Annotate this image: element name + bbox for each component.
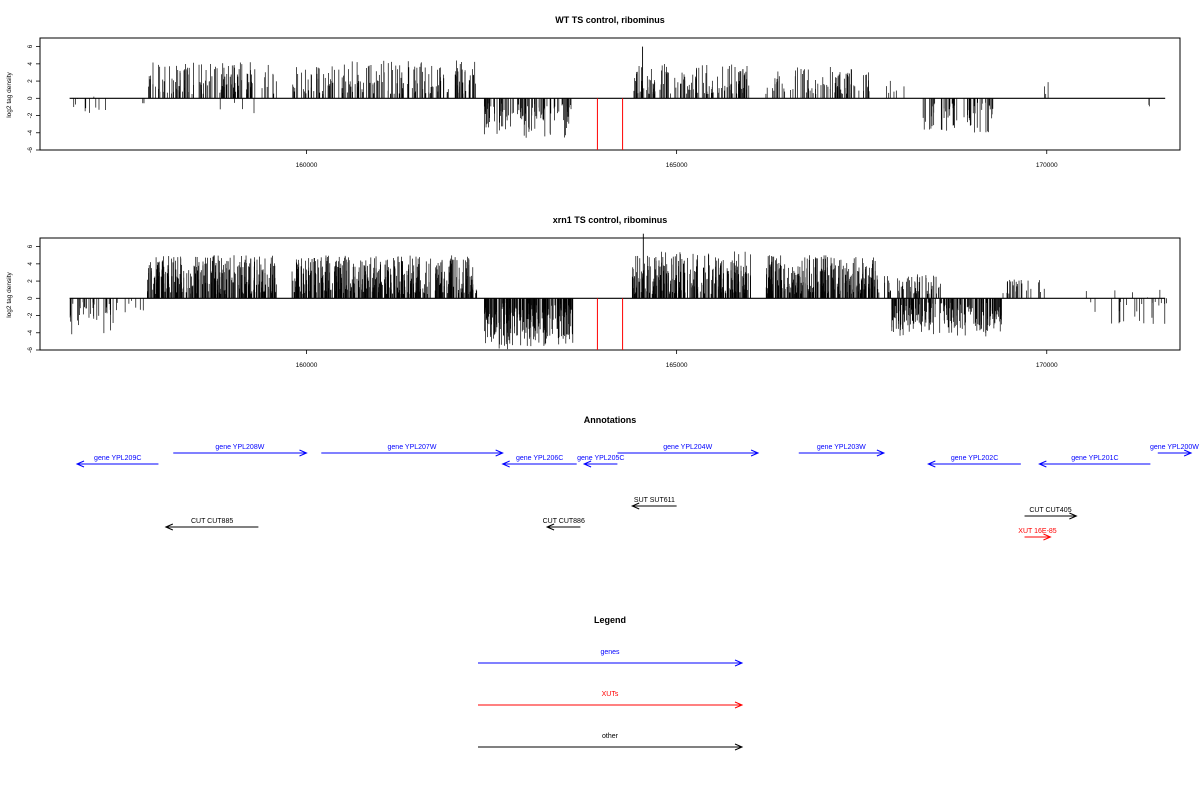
annotation-feature: SUT SUT611 [630,497,677,510]
legend-arrow-head [734,659,744,667]
annotation-feature: gene YPL200W [1150,444,1199,457]
legend-arrow-head [734,701,744,709]
y-tick-label: 4 [27,62,34,66]
annotation-feature: gene YPL201C [1038,455,1151,468]
annotation-feature: gene YPL207W [321,444,504,457]
feature-label: gene YPL203W [817,444,866,451]
annotation-feature: CUT CUT405 [1024,507,1078,520]
legend-entry: other [478,733,744,751]
feature-arrow-head [1043,533,1052,541]
x-tick-label: 160000 [296,362,318,369]
legend-label: genes [600,649,620,656]
feature-label: gene YPL205C [577,455,624,462]
plot-frame [39,237,1181,351]
feature-arrow-head [1038,460,1047,468]
feature-arrow-head [545,523,555,531]
wt-panel: WT TS control, ribominus log2 tag densit… [6,15,1181,169]
legend-panel: Legend genes XUTs other [478,615,744,751]
legend-entry: XUTs [478,691,744,709]
wt-title: WT TS control, ribominus [555,15,665,25]
y-tick-label: 6 [27,44,34,48]
y-tick-label: 2 [27,79,34,83]
y-tick-label: 2 [27,279,34,283]
legend-arrow-head [734,743,744,751]
feature-label: gene YPL208W [215,444,264,451]
y-tick-label: 6 [27,244,34,248]
x-tick-label: 165000 [666,362,688,369]
annotation-feature: gene YPL204W [617,444,760,457]
feature-arrow-head [495,449,504,457]
y-tick-label: -6 [27,347,34,353]
x-tick-label: 170000 [1036,162,1058,169]
annotation-feature: gene YPL208W [173,444,308,457]
annotation-feature: XUT 16E-85 [1018,528,1057,541]
feature-label: gene YPL206C [516,455,563,462]
y-tick-label: 4 [27,262,34,266]
annotation-feature: gene YPL202C [927,455,1021,468]
feature-label: gene YPL200W [1150,444,1199,451]
plot-frame [39,37,1181,151]
feature-arrow-head [750,449,760,457]
x-tick-label: 160000 [296,162,318,169]
feature-arrow-head [582,460,592,468]
annotation-feature: CUT CUT886 [543,518,585,531]
y-tick-label: -4 [27,329,34,335]
feature-label: CUT CUT886 [543,518,585,525]
feature-label: gene YPL209C [94,455,141,462]
y-tick-label: -6 [27,147,34,153]
bars [69,233,1167,350]
annotation-feature: gene YPL203W [798,444,886,457]
x-tick-label: 170000 [1036,362,1058,369]
wt-ylabel: log2 tag density [6,71,13,117]
xrn1-ylabel: log2 tag density [6,271,13,317]
feature-arrow-head [299,449,308,457]
feature-arrow-head [501,460,510,468]
annotation-feature: gene YPL205C [577,455,624,468]
feature-arrow-head [927,460,936,468]
feature-label: gene YPL204W [663,444,712,451]
legend-title: Legend [594,615,626,625]
y-tick-label: -2 [27,312,34,318]
feature-label: gene YPL202C [951,455,998,462]
annotations-title: Annotations [584,415,637,425]
xrn1-panel: xrn1 TS control, ribominus log2 tag dens… [6,215,1181,369]
feature-label: XUT 16E-85 [1018,528,1056,535]
legend-label: other [602,733,619,740]
feature-arrow-head [75,460,85,468]
y-tick-label: 0 [27,96,34,100]
feature-label: CUT CUT405 [1029,507,1071,514]
y-tick-label: -2 [27,112,34,118]
feature-label: CUT CUT885 [191,518,233,525]
feature-arrow-head [630,502,640,510]
annotations-panel: Annotations gene YPL209C gene YPL208W gene… [75,415,1199,541]
bars [73,46,1150,138]
feature-arrow-head [164,523,174,531]
xrn1-title: xrn1 TS control, ribominus [553,215,668,225]
feature-label: SUT SUT611 [634,497,675,504]
y-tick-label: 0 [27,296,34,300]
feature-arrow-head [876,449,886,457]
feature-arrow-head [1069,512,1078,520]
annotation-feature: gene YPL209C [75,455,159,468]
feature-label: gene YPL207W [388,444,437,451]
feature-label: gene YPL201C [1071,455,1118,462]
legend-entry: genes [478,649,744,667]
annotation-feature: gene YPL206C [501,455,577,468]
legend-label: XUTs [602,691,619,698]
x-tick-label: 165000 [666,162,688,169]
feature-arrow-head [1183,449,1193,457]
y-tick-label: -4 [27,129,34,135]
annotation-feature: CUT CUT885 [164,518,259,531]
